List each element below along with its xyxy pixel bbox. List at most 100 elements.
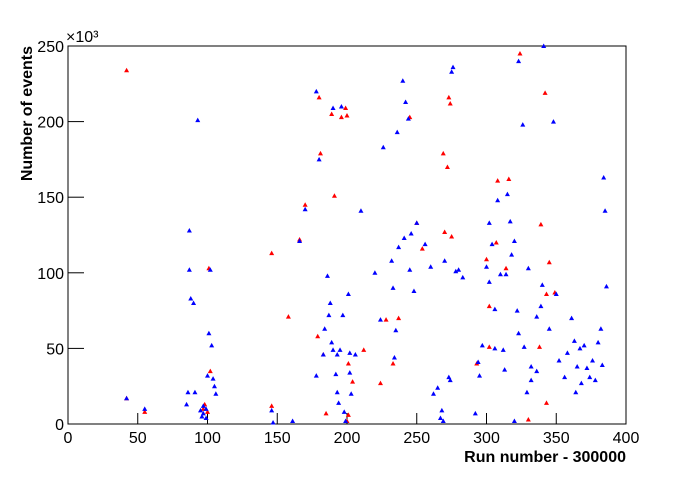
data-point [407,267,413,272]
data-point [472,410,478,416]
data-point [447,377,453,383]
data-point [456,267,462,272]
data-point [543,291,549,296]
data-point [509,252,515,257]
data-point [195,117,201,123]
data-point [124,395,130,401]
data-point [188,296,194,301]
data-point [211,383,217,389]
data-point [393,327,399,333]
data-point [495,197,501,203]
data-point [442,229,448,234]
data-point [313,88,319,94]
data-point [324,273,330,278]
data-point [419,246,425,251]
data-point [347,370,353,375]
data-point [345,291,351,296]
data-point [198,407,204,413]
data-point [317,150,323,156]
data-point [316,156,322,162]
data-point [493,240,499,245]
data-point [546,326,552,331]
y-tick-label: 50 [46,341,64,358]
data-point [297,238,303,244]
data-point [489,241,495,247]
data-point [185,389,191,395]
data-point [516,330,522,336]
data-point [449,69,455,74]
x-tick-label: 150 [264,430,291,447]
data-point [486,303,492,309]
data-point [205,409,210,414]
data-point [525,416,531,422]
data-point [192,389,198,395]
data-point [486,344,492,349]
data-point [290,418,296,423]
data-point [602,208,608,213]
data-point [486,220,492,225]
data-point [345,412,351,417]
data-point [440,418,446,423]
x-tick-label: 300 [473,430,500,447]
data-point [350,379,356,384]
data-point [525,265,531,271]
data-point [495,178,501,183]
data-point [341,409,347,414]
data-point [200,403,206,408]
data-point [329,339,335,345]
data-point [592,377,598,383]
data-point [484,256,489,262]
data-point [396,244,402,250]
data-point [377,380,383,386]
data-point [203,415,209,420]
data-point [500,347,506,352]
data-point [285,314,291,319]
data-point [492,306,498,312]
data-point [503,265,509,271]
data-point [124,67,130,73]
data-point [539,282,545,287]
data-point [411,288,417,293]
data-point [598,326,604,331]
data-point [511,418,517,423]
data-point [203,406,209,411]
data-point [590,357,596,363]
data-point [391,354,397,360]
data-point [358,208,364,213]
data-point [573,389,579,395]
data-point [435,385,441,390]
data-point [372,270,378,275]
data-point [334,389,340,395]
data-point [199,413,205,419]
data-point [390,361,396,366]
data-point [447,100,453,106]
data-point [320,351,326,357]
data-point [507,218,513,224]
data-point [352,351,358,357]
data-point [517,51,523,56]
data-point [492,345,498,351]
data-point [207,368,213,374]
data-point [209,342,215,348]
data-point [449,234,455,239]
data-point [186,227,192,233]
y-tick-label: 200 [37,115,64,132]
y-multiplier: ×10³ [66,29,99,46]
data-point [337,347,343,352]
data-point [453,268,459,274]
data-point [534,368,540,374]
data-point [450,64,456,70]
data-point [269,407,275,413]
data-point [361,347,367,352]
data-point [506,176,512,182]
data-point [405,116,411,121]
data-point [504,191,510,197]
data-point [556,357,562,363]
data-point [497,271,503,277]
data-point [538,221,544,227]
data-point [440,150,446,156]
data-point [333,371,339,377]
data-point [213,391,219,396]
data-point [603,283,609,289]
data-point [142,406,148,411]
